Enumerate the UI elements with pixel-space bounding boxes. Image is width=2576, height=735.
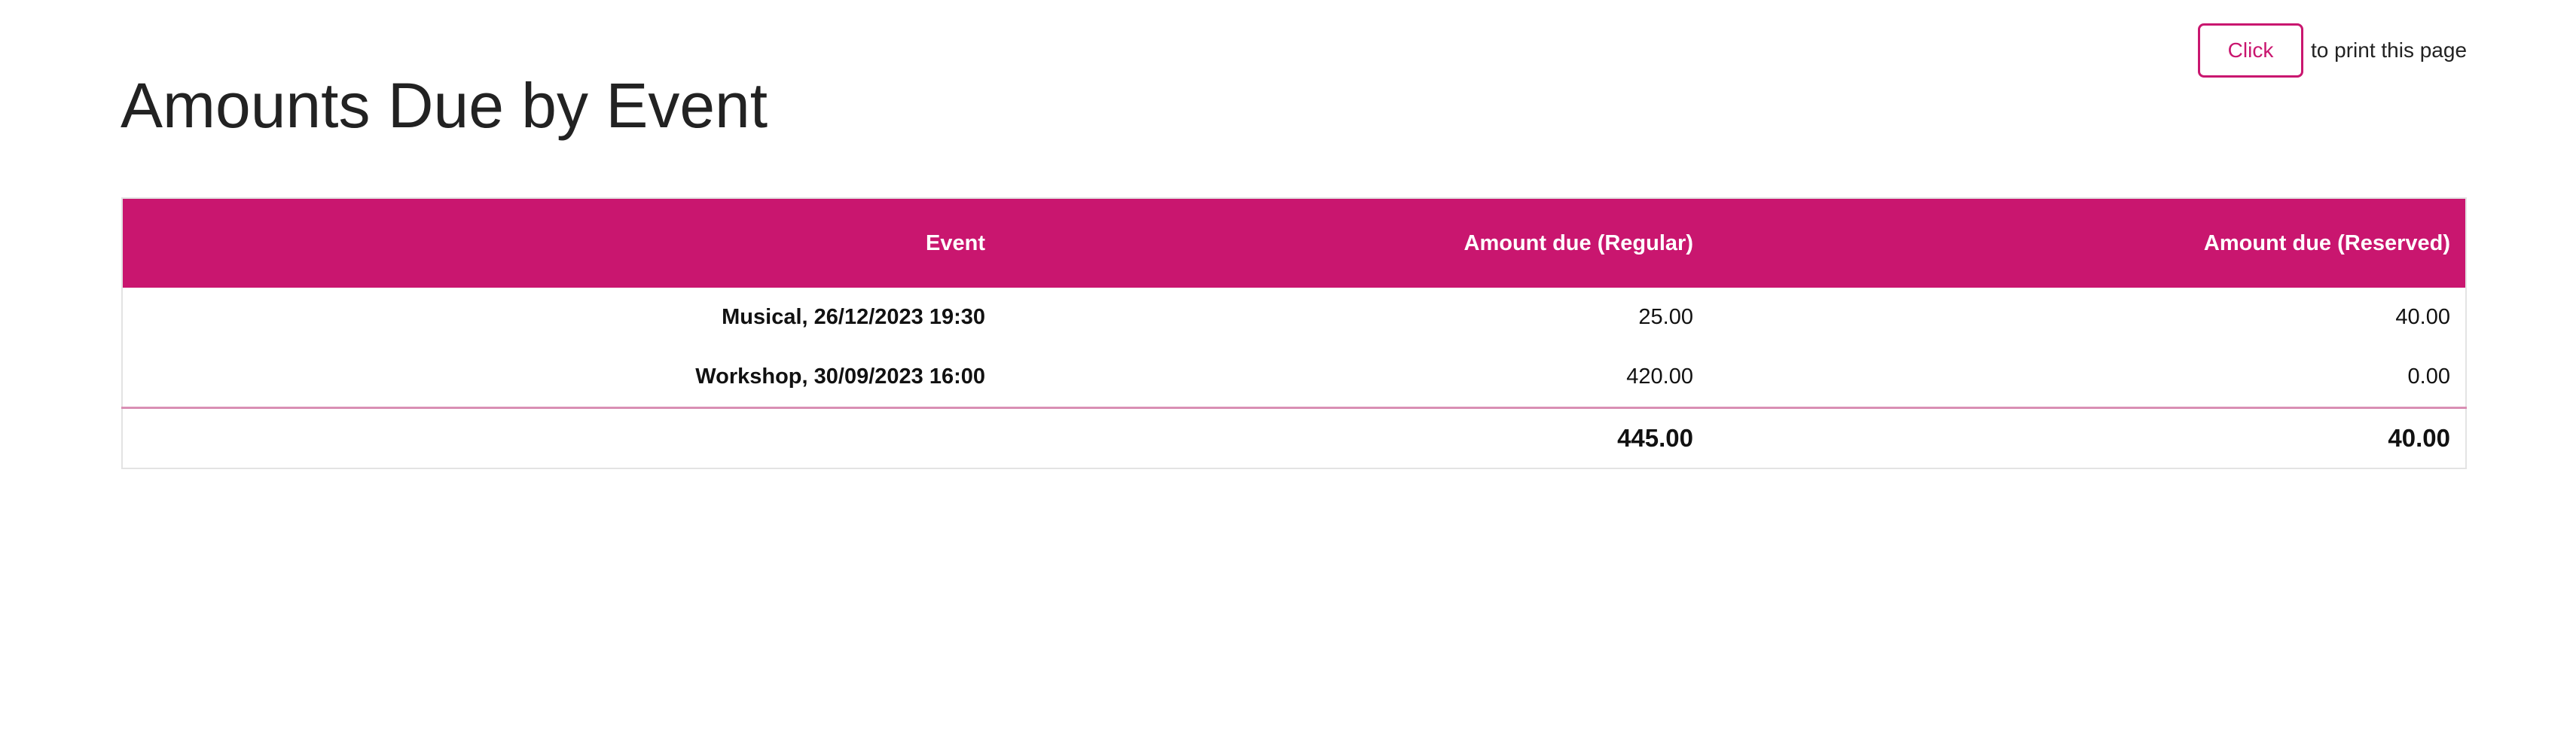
table-row: Musical, 26/12/2023 19:30 25.00 40.00	[122, 288, 2466, 347]
amounts-table: Event Amount due (Regular) Amount due (R…	[121, 197, 2467, 469]
table-header-row: Event Amount due (Regular) Amount due (R…	[122, 198, 2466, 288]
header-amount-regular: Amount due (Regular)	[1000, 198, 1708, 288]
reserved-cell: 40.00	[2395, 305, 2450, 329]
regular-cell: 420.00	[1626, 364, 1693, 389]
table-row: Workshop, 30/09/2023 16:00 420.00 0.00	[122, 347, 2466, 408]
page-title: Amounts Due by Event	[121, 70, 768, 141]
event-cell: Musical, 26/12/2023 19:30	[722, 305, 985, 329]
print-instruction: to print this page	[2311, 38, 2468, 62]
header-event: Event	[122, 198, 1000, 288]
total-regular: 445.00	[1000, 407, 1708, 468]
print-button[interactable]: Click	[2198, 23, 2303, 78]
total-reserved: 40.00	[1708, 407, 2466, 468]
print-bar: Click to print this page	[2198, 23, 2467, 78]
total-label-cell	[122, 407, 1000, 468]
reserved-cell: 0.00	[2407, 364, 2450, 389]
totals-row: 445.00 40.00	[122, 407, 2466, 468]
header-amount-reserved: Amount due (Reserved)	[1708, 198, 2466, 288]
event-cell: Workshop, 30/09/2023 16:00	[695, 364, 985, 389]
regular-cell: 25.00	[1638, 305, 1693, 329]
